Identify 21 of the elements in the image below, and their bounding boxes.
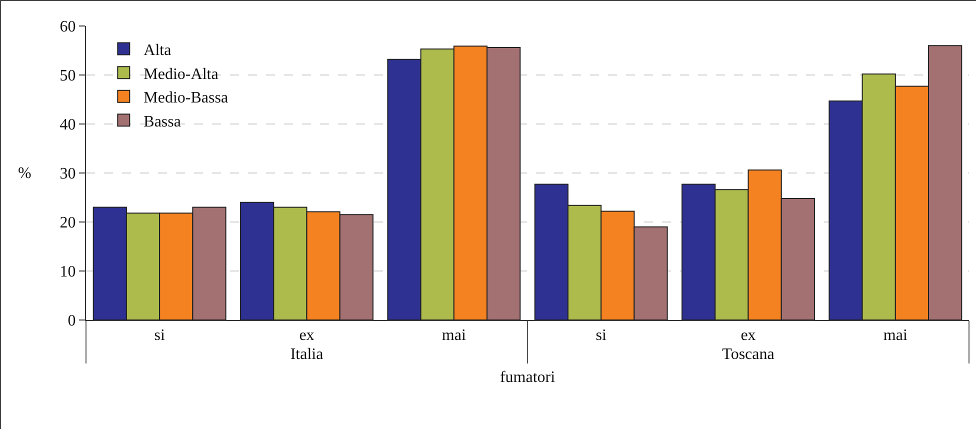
y-tick-label: 10 bbox=[60, 264, 76, 281]
y-tick-label: 40 bbox=[60, 116, 76, 134]
x-tick-label: mai bbox=[442, 327, 466, 344]
y-axis-title: % bbox=[18, 165, 32, 182]
y-tick-label: 20 bbox=[60, 214, 76, 232]
text: Italia bbox=[290, 346, 324, 364]
legend-label: Bassa bbox=[144, 113, 181, 130]
x-tick-label: ex bbox=[299, 327, 314, 344]
y-tick-label: 30 bbox=[60, 166, 76, 183]
legend-label: Alta bbox=[144, 42, 172, 60]
y-tick-label: 50 bbox=[60, 68, 76, 85]
x-tick-label: si bbox=[596, 327, 607, 344]
x-tick-label: mai bbox=[883, 327, 908, 344]
x-axis-title: fumatori bbox=[500, 368, 556, 386]
x-tick-label: ex bbox=[740, 327, 756, 344]
y-tick-label: 60 bbox=[60, 18, 76, 36]
legend-label: Medio-Bassa bbox=[144, 90, 228, 107]
text: Toscana bbox=[722, 346, 774, 364]
y-tick-label: 0 bbox=[68, 312, 76, 330]
x-tick-label: si bbox=[154, 327, 166, 344]
legend-label: Medio-Alta bbox=[144, 66, 218, 83]
